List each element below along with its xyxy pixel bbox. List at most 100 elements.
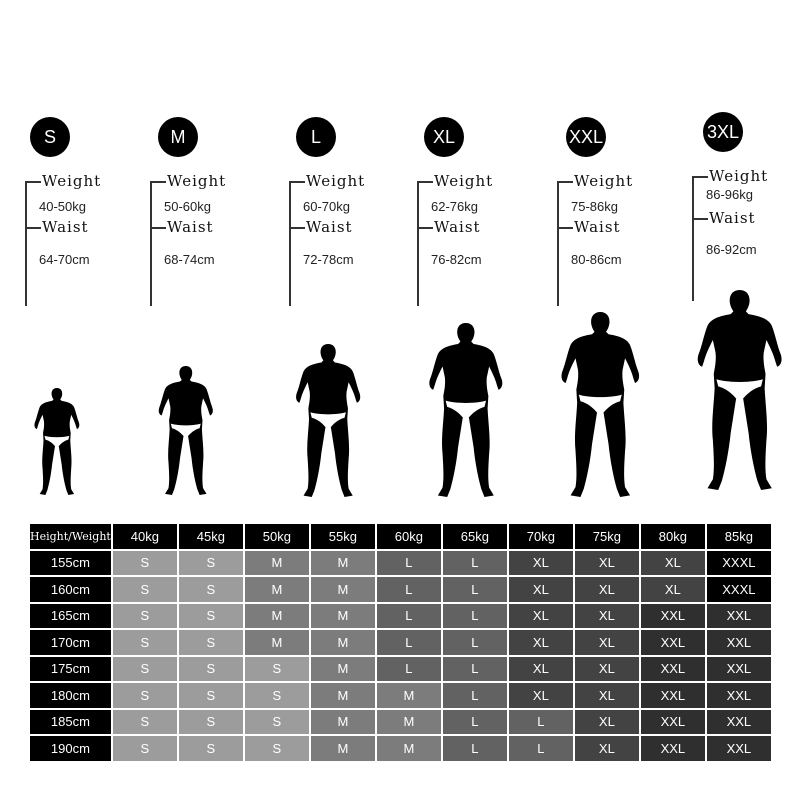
weight-column-header: 60kg <box>376 524 441 549</box>
weight-value: 60-70kg <box>303 199 350 214</box>
waist-value: 80-86cm <box>571 252 622 267</box>
weight-label: Weight <box>167 172 227 190</box>
bracket-tick <box>692 218 708 220</box>
size-cell: L <box>442 577 507 602</box>
body-silhouette <box>33 388 81 500</box>
size-cell: XXL <box>706 656 771 681</box>
size-cell: S <box>112 683 177 708</box>
size-cell: S <box>178 683 243 708</box>
weight-value: 40-50kg <box>39 199 86 214</box>
height-row-header: 185cm <box>30 709 111 734</box>
bracket-tick <box>557 227 573 229</box>
size-cell: S <box>244 656 309 681</box>
height-row-header: 165cm <box>30 603 111 628</box>
size-cell: L <box>508 736 573 761</box>
size-cell: XL <box>574 603 639 628</box>
size-cell: L <box>376 630 441 655</box>
weight-column-header: 80kg <box>640 524 705 549</box>
waist-value: 68-74cm <box>164 252 215 267</box>
size-cell: S <box>244 683 309 708</box>
height-row-header: 190cm <box>30 736 111 761</box>
size-cell: S <box>178 736 243 761</box>
size-cell: XL <box>574 656 639 681</box>
waist-label: Waist <box>434 218 481 236</box>
size-cell: M <box>376 709 441 734</box>
waist-value: 64-70cm <box>39 252 90 267</box>
size-cell: XL <box>574 577 639 602</box>
size-badge: 3XL <box>703 112 743 152</box>
height-row-header: 170cm <box>30 630 111 655</box>
body-silhouette <box>427 323 505 502</box>
size-cell: S <box>112 736 177 761</box>
body-silhouette <box>559 312 642 502</box>
size-cell: S <box>112 603 177 628</box>
weight-value: 62-76kg <box>431 199 478 214</box>
size-cell: S <box>178 577 243 602</box>
bracket-line <box>417 181 419 306</box>
size-badge: L <box>296 117 336 157</box>
weight-column-header: 65kg <box>442 524 507 549</box>
size-info: Weight 40-50kg Waist 64-70cm <box>25 172 155 375</box>
body-silhouette <box>294 344 362 502</box>
size-cell: XL <box>574 709 639 734</box>
size-cell: M <box>244 577 309 602</box>
waist-value: 72-78cm <box>303 252 354 267</box>
body-silhouette-icon <box>295 344 361 497</box>
size-cell: L <box>376 577 441 602</box>
bracket-tick <box>557 181 573 183</box>
table-row: 180cm S S S M M L XL XL XXL XXL <box>30 683 771 708</box>
size-cell: XXL <box>640 736 705 761</box>
size-info: Weight 50-60kg Waist 68-74cm <box>150 172 280 375</box>
size-cell: M <box>310 656 375 681</box>
weight-value: 75-86kg <box>571 199 618 214</box>
size-cell: XXL <box>706 603 771 628</box>
body-silhouette-icon <box>34 388 80 495</box>
waist-label: Waist <box>306 218 353 236</box>
waist-label: Waist <box>42 218 89 236</box>
weight-label: Weight <box>709 167 769 185</box>
body-silhouette <box>157 366 215 500</box>
size-cell: M <box>310 577 375 602</box>
bracket-line <box>289 181 291 306</box>
body-silhouette-icon <box>561 312 639 497</box>
size-cell: M <box>310 603 375 628</box>
size-cell: L <box>376 603 441 628</box>
bracket-line <box>150 181 152 306</box>
weight-label: Weight <box>574 172 634 190</box>
height-row-header: 155cm <box>30 550 111 575</box>
size-cell: XL <box>508 630 573 655</box>
size-cell: XXL <box>706 709 771 734</box>
size-cell: S <box>112 630 177 655</box>
bracket-tick <box>150 227 166 229</box>
height-row-header: 175cm <box>30 656 111 681</box>
size-cell: XL <box>574 683 639 708</box>
size-cell: L <box>442 630 507 655</box>
size-cell: XL <box>508 603 573 628</box>
body-silhouette <box>695 290 784 495</box>
weight-column-header: 85kg <box>706 524 771 549</box>
size-cell: S <box>178 709 243 734</box>
size-cell: XXXL <box>706 550 771 575</box>
size-cell: M <box>310 683 375 708</box>
size-cell: XL <box>508 656 573 681</box>
size-cell: M <box>310 709 375 734</box>
size-cell: L <box>442 736 507 761</box>
size-info: Weight 60-70kg Waist 72-78cm <box>289 172 419 375</box>
size-cell: S <box>112 709 177 734</box>
table-row: 160cm S S M M L L XL XL XL XXXL <box>30 577 771 602</box>
size-cell: XL <box>640 577 705 602</box>
size-cell: XXL <box>706 630 771 655</box>
table-row: 155cm S S M M L L XL XL XL XXXL <box>30 550 771 575</box>
size-badge: S <box>30 117 70 157</box>
size-cell: S <box>244 736 309 761</box>
size-cell: XXXL <box>706 577 771 602</box>
weight-column-header: 70kg <box>508 524 573 549</box>
size-cell: XL <box>574 630 639 655</box>
size-cell: S <box>178 656 243 681</box>
size-cell: M <box>244 630 309 655</box>
bracket-tick <box>417 227 433 229</box>
size-info: Weight 86-96kg Waist 86-92cm <box>692 167 800 370</box>
size-cell: S <box>112 550 177 575</box>
size-cell: XXL <box>640 603 705 628</box>
bracket-tick <box>25 181 41 183</box>
